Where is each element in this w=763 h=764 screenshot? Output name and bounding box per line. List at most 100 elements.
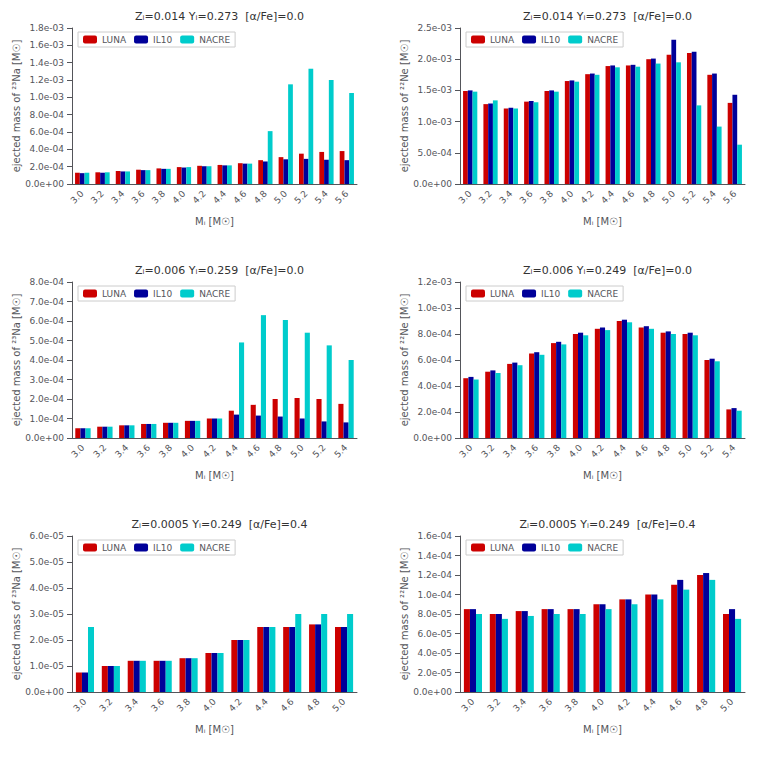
svg-text:4.4: 4.4 [223,442,240,459]
svg-text:Mᵢ [M☉]: Mᵢ [M☉] [583,216,622,227]
svg-text:6.0e-04: 6.0e-04 [29,316,64,326]
svg-text:3.0e-04: 3.0e-04 [29,375,64,385]
svg-text:5.6: 5.6 [721,188,738,205]
svg-text:Zᵢ=0.006 Yᵢ=0.259 [α/Fe]=0.0: Zᵢ=0.006 Yᵢ=0.259 [α/Fe]=0.0 [135,264,304,277]
svg-text:4.4: 4.4 [599,188,616,205]
svg-text:3.6: 3.6 [149,696,166,713]
svg-text:4.2: 4.2 [579,188,596,205]
svg-text:4.8: 4.8 [655,442,672,459]
svg-text:2.0e-05: 2.0e-05 [29,635,64,645]
svg-text:1.5e-03: 1.5e-03 [417,85,452,95]
svg-text:3.0: 3.0 [69,188,86,205]
svg-text:3.8: 3.8 [157,442,174,459]
svg-text:Zᵢ=0.006 Yᵢ=0.249 [α/Fe]=0.0: Zᵢ=0.006 Yᵢ=0.249 [α/Fe]=0.0 [523,264,692,277]
svg-text:4.8: 4.8 [640,188,657,205]
svg-text:7.0e-04: 7.0e-04 [29,297,64,307]
svg-text:2.5e-03: 2.5e-03 [417,23,452,33]
svg-text:NACRE: NACRE [587,543,618,553]
svg-text:Zᵢ=0.0005 Yᵢ=0.249 [α/Fe]=0.4: Zᵢ=0.0005 Yᵢ=0.249 [α/Fe]=0.4 [520,518,696,531]
svg-text:3.8: 3.8 [545,442,562,459]
svg-text:0.0e+00: 0.0e+00 [413,687,452,697]
svg-text:NACRE: NACRE [587,289,618,299]
svg-text:5.2: 5.2 [292,188,309,205]
svg-text:0.0e+00: 0.0e+00 [413,179,452,189]
svg-text:1.0e-03: 1.0e-03 [417,303,452,313]
svg-text:4.2: 4.2 [615,696,632,713]
svg-text:5.2: 5.2 [680,188,697,205]
svg-text:3.2: 3.2 [485,696,502,713]
svg-text:IL10: IL10 [153,289,172,299]
svg-text:5.0: 5.0 [660,188,677,205]
svg-text:ejected mass of ²²Ne [M☉]: ejected mass of ²²Ne [M☉] [399,294,410,427]
svg-text:4.0: 4.0 [170,188,187,205]
svg-text:5.0: 5.0 [272,188,289,205]
svg-text:1.0e-05: 1.0e-05 [29,661,64,671]
svg-text:NACRE: NACRE [199,35,230,45]
svg-text:3.6: 3.6 [130,188,147,205]
svg-text:LUNA: LUNA [490,35,515,45]
svg-text:0.0e+00: 0.0e+00 [25,433,64,443]
svg-text:LUNA: LUNA [102,35,127,45]
svg-text:4.4: 4.4 [253,696,270,713]
svg-text:3.2: 3.2 [89,188,106,205]
svg-text:4.6: 4.6 [619,188,636,205]
svg-text:3.4: 3.4 [123,696,140,713]
svg-text:4.2: 4.2 [201,442,218,459]
svg-text:ejected mass of ²²Ne [M☉]: ejected mass of ²²Ne [M☉] [399,40,410,173]
svg-text:3.8: 3.8 [538,188,555,205]
svg-text:8.0e-04: 8.0e-04 [29,110,64,120]
svg-text:Mᵢ [M☉]: Mᵢ [M☉] [583,470,622,481]
svg-text:4.2: 4.2 [191,188,208,205]
svg-text:6.0e-04: 6.0e-04 [417,355,452,365]
svg-text:3.2: 3.2 [479,442,496,459]
svg-text:4.0: 4.0 [201,696,218,713]
svg-text:3.2: 3.2 [477,188,494,205]
svg-text:ejected mass of ²³Na [M☉]: ejected mass of ²³Na [M☉] [11,40,22,173]
svg-text:6.0e-04: 6.0e-04 [29,127,64,137]
svg-text:1.2e-03: 1.2e-03 [417,277,452,287]
svg-text:3.0: 3.0 [69,442,86,459]
svg-text:6.0e-05: 6.0e-05 [417,629,452,639]
svg-text:5.6: 5.6 [333,188,350,205]
svg-text:4.8: 4.8 [692,696,709,713]
svg-text:4.6: 4.6 [279,696,296,713]
svg-text:Mᵢ [M☉]: Mᵢ [M☉] [583,724,622,735]
svg-text:Zᵢ=0.0005 Yᵢ=0.249 [α/Fe]=0.4: Zᵢ=0.0005 Yᵢ=0.249 [α/Fe]=0.4 [132,518,308,531]
svg-text:3.6: 3.6 [135,442,152,459]
svg-text:3.8: 3.8 [175,696,192,713]
svg-text:IL10: IL10 [541,35,560,45]
svg-text:3.8: 3.8 [563,696,580,713]
svg-text:1.0e-04: 1.0e-04 [417,590,452,600]
svg-text:5.2: 5.2 [698,442,715,459]
svg-text:3.2: 3.2 [91,442,108,459]
svg-text:1.6e-03: 1.6e-03 [29,40,64,50]
svg-text:3.0e-05: 3.0e-05 [29,609,64,619]
svg-text:Mᵢ [M☉]: Mᵢ [M☉] [195,724,234,735]
svg-text:3.4: 3.4 [109,188,126,205]
svg-text:5.4: 5.4 [701,188,718,205]
svg-text:8.0e-05: 8.0e-05 [417,609,452,619]
svg-text:LUNA: LUNA [102,543,127,553]
svg-text:4.0e-04: 4.0e-04 [29,144,64,154]
svg-text:4.0e-04: 4.0e-04 [417,381,452,391]
svg-text:8.0e-04: 8.0e-04 [417,329,452,339]
svg-text:5.0: 5.0 [718,696,735,713]
svg-text:ejected mass of ²³Na [M☉]: ejected mass of ²³Na [M☉] [11,548,22,681]
svg-text:4.6: 4.6 [667,696,684,713]
svg-text:5.0: 5.0 [289,442,306,459]
svg-text:4.0e-04: 4.0e-04 [29,355,64,365]
svg-text:3.0: 3.0 [457,442,474,459]
svg-text:3.6: 3.6 [518,188,535,205]
svg-text:4.0: 4.0 [567,442,584,459]
svg-text:2.0e-04: 2.0e-04 [417,407,452,417]
svg-text:4.0: 4.0 [558,188,575,205]
svg-text:4.0e-05: 4.0e-05 [29,583,64,593]
svg-text:3.4: 3.4 [113,442,130,459]
svg-text:IL10: IL10 [541,289,560,299]
svg-text:5.0: 5.0 [330,696,347,713]
svg-text:8.0e-04: 8.0e-04 [29,277,64,287]
svg-text:1.8e-03: 1.8e-03 [29,23,64,33]
svg-text:4.2: 4.2 [589,442,606,459]
svg-text:3.0: 3.0 [457,188,474,205]
svg-text:5.0e-04: 5.0e-04 [417,148,452,158]
